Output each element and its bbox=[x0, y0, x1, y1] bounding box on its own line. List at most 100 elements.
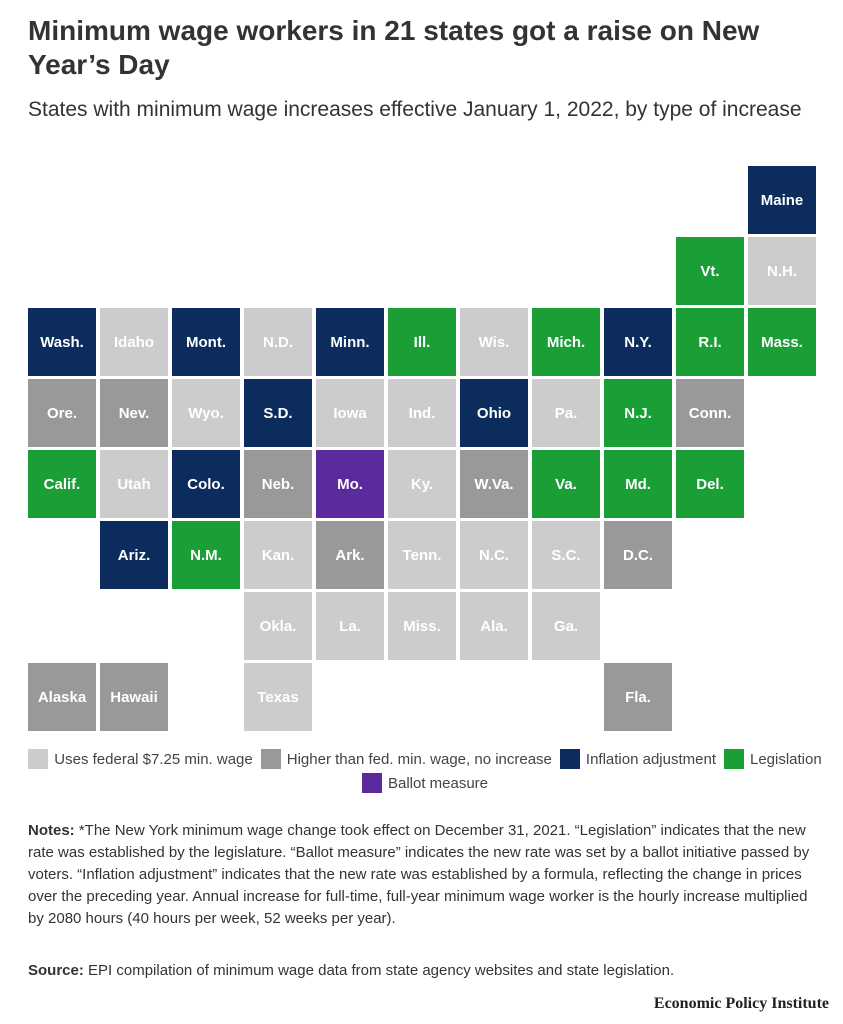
empty-cell bbox=[100, 166, 168, 234]
legend-label: Legislation bbox=[749, 750, 822, 768]
state-tile: Ohio bbox=[460, 379, 528, 447]
state-tile: Ariz. bbox=[100, 521, 168, 589]
state-tile: Hawaii bbox=[100, 663, 168, 731]
legend-item: Uses federal $7.25 min. wage bbox=[28, 748, 253, 770]
state-tile: Ga. bbox=[532, 592, 600, 660]
empty-cell bbox=[244, 166, 312, 234]
empty-cell bbox=[316, 663, 384, 731]
legend-item: Ballot measure bbox=[361, 772, 489, 794]
state-tile: Kan. bbox=[244, 521, 312, 589]
empty-cell bbox=[748, 521, 816, 589]
empty-cell bbox=[676, 166, 744, 234]
source-text: EPI compilation of minimum wage data fro… bbox=[88, 962, 675, 979]
empty-cell bbox=[604, 592, 672, 660]
legend-label: Higher than fed. min. wage, no increase bbox=[286, 750, 552, 768]
state-tile: Utah bbox=[100, 450, 168, 518]
state-tile: Pa. bbox=[532, 379, 600, 447]
state-tile: Ill. bbox=[388, 308, 456, 376]
state-tile: N.J. bbox=[604, 379, 672, 447]
tile-map: Maine Vt. N.H. Wash. Idaho Mont. N.D. Minn. Ill.… bbox=[28, 166, 816, 731]
empty-cell bbox=[388, 237, 456, 305]
empty-cell bbox=[460, 663, 528, 731]
source: Source: EPI compilation of minimum wage … bbox=[28, 960, 818, 982]
state-tile: N.C. bbox=[460, 521, 528, 589]
state-tile: Ind. bbox=[388, 379, 456, 447]
state-tile: D.C. bbox=[604, 521, 672, 589]
state-tile: N.D. bbox=[244, 308, 312, 376]
empty-cell bbox=[676, 592, 744, 660]
state-tile: Wyo. bbox=[172, 379, 240, 447]
state-tile: Conn. bbox=[676, 379, 744, 447]
empty-cell bbox=[532, 237, 600, 305]
state-tile: Ore. bbox=[28, 379, 96, 447]
legend-label: Inflation adjustment bbox=[585, 750, 716, 768]
legend-swatch bbox=[260, 749, 281, 769]
state-tile: Idaho bbox=[100, 308, 168, 376]
state-tile: S.C. bbox=[532, 521, 600, 589]
empty-cell bbox=[172, 166, 240, 234]
state-tile: Mich. bbox=[532, 308, 600, 376]
empty-cell bbox=[604, 166, 672, 234]
empty-cell bbox=[532, 166, 600, 234]
empty-cell bbox=[28, 237, 96, 305]
legend-item: Legislation bbox=[723, 748, 822, 770]
state-tile: Mont. bbox=[172, 308, 240, 376]
empty-cell bbox=[172, 237, 240, 305]
legend-label: Uses federal $7.25 min. wage bbox=[54, 750, 253, 768]
legend-item: Inflation adjustment bbox=[559, 748, 716, 770]
state-tile: Tenn. bbox=[388, 521, 456, 589]
empty-cell bbox=[676, 663, 744, 731]
footer: Economic Policy Institute bbox=[653, 995, 829, 1012]
empty-cell bbox=[532, 663, 600, 731]
state-tile: Colo. bbox=[172, 450, 240, 518]
legend-swatch bbox=[361, 773, 382, 793]
empty-cell bbox=[100, 592, 168, 660]
state-tile: W.Va. bbox=[460, 450, 528, 518]
state-tile: Nev. bbox=[100, 379, 168, 447]
source-label: Source: bbox=[28, 962, 84, 979]
state-tile: Iowa bbox=[316, 379, 384, 447]
state-tile: Neb. bbox=[244, 450, 312, 518]
empty-cell bbox=[388, 663, 456, 731]
empty-cell bbox=[28, 166, 96, 234]
state-tile: Calif. bbox=[28, 450, 96, 518]
state-tile: N.Y. bbox=[604, 308, 672, 376]
state-tile: R.I. bbox=[676, 308, 744, 376]
empty-cell bbox=[100, 237, 168, 305]
empty-cell bbox=[748, 450, 816, 518]
state-tile: Maine bbox=[748, 166, 816, 234]
notes-text: *The New York minimum wage change took e… bbox=[28, 822, 810, 927]
state-tile: Del. bbox=[676, 450, 744, 518]
title: Minimum wage workers in 21 states got a … bbox=[28, 15, 760, 80]
subtitle: States with minimum wage increases effec… bbox=[28, 98, 802, 121]
legend: Uses federal $7.25 min. wage Higher than … bbox=[20, 748, 830, 794]
state-tile: Md. bbox=[604, 450, 672, 518]
state-tile: Okla. bbox=[244, 592, 312, 660]
empty-cell bbox=[748, 592, 816, 660]
state-tile: Minn. bbox=[316, 308, 384, 376]
empty-cell bbox=[676, 521, 744, 589]
empty-cell bbox=[748, 663, 816, 731]
state-tile: Wis. bbox=[460, 308, 528, 376]
empty-cell bbox=[28, 592, 96, 660]
state-tile: Texas bbox=[244, 663, 312, 731]
empty-cell bbox=[244, 237, 312, 305]
state-tile: Alaska bbox=[28, 663, 96, 731]
empty-cell bbox=[748, 379, 816, 447]
state-tile: Ala. bbox=[460, 592, 528, 660]
state-tile: S.D. bbox=[244, 379, 312, 447]
legend-swatch bbox=[559, 749, 580, 769]
state-tile: N.H. bbox=[748, 237, 816, 305]
legend-item: Higher than fed. min. wage, no increase bbox=[260, 748, 552, 770]
state-tile: Vt. bbox=[676, 237, 744, 305]
empty-cell bbox=[316, 237, 384, 305]
legend-swatch bbox=[723, 749, 744, 769]
empty-cell bbox=[172, 663, 240, 731]
state-tile: Wash. bbox=[28, 308, 96, 376]
empty-cell bbox=[316, 166, 384, 234]
legend-label: Ballot measure bbox=[387, 774, 489, 792]
empty-cell bbox=[604, 237, 672, 305]
notes: Notes: *The New York minimum wage change… bbox=[28, 820, 818, 930]
notes-label: Notes: bbox=[28, 822, 75, 839]
